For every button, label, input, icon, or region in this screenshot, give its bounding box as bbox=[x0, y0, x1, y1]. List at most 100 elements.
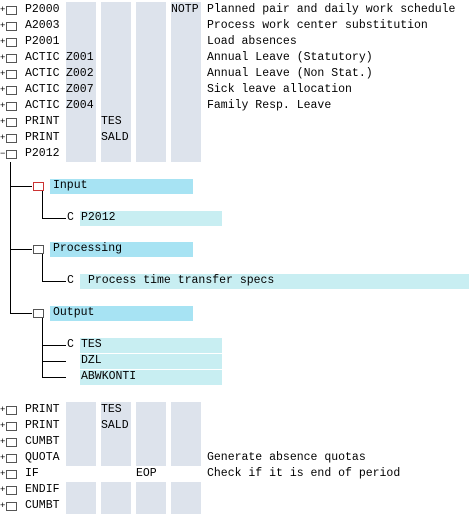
parameter-cell bbox=[66, 482, 96, 498]
parameter-cell bbox=[171, 418, 201, 434]
operation[interactable]: A2003 bbox=[25, 19, 60, 32]
folder-icon[interactable] bbox=[6, 470, 17, 479]
tree-leaf[interactable] bbox=[80, 338, 222, 353]
tree-line bbox=[10, 162, 11, 313]
parameter-cell bbox=[136, 130, 166, 146]
parameter-cell bbox=[66, 66, 96, 82]
folder-icon[interactable] bbox=[33, 182, 44, 191]
parameter: Z004 bbox=[66, 99, 94, 112]
tree-leaf[interactable] bbox=[80, 274, 469, 289]
leaf-label[interactable]: TES bbox=[81, 338, 102, 351]
parameter-cell bbox=[66, 450, 96, 466]
description: Process work center substitution bbox=[207, 19, 428, 32]
operation[interactable]: PRINT bbox=[25, 131, 60, 144]
operation[interactable]: CUMBT bbox=[25, 499, 60, 512]
folder-icon[interactable] bbox=[6, 102, 17, 111]
tree-leaf[interactable] bbox=[80, 370, 222, 385]
parameter-cell bbox=[171, 482, 201, 498]
parameter-cell bbox=[171, 66, 201, 82]
folder-icon[interactable] bbox=[33, 245, 44, 254]
parameter-cell bbox=[66, 498, 96, 514]
parameter-cell bbox=[136, 2, 166, 18]
operation[interactable]: P2001 bbox=[25, 35, 60, 48]
operation[interactable]: ACTIC bbox=[25, 83, 60, 96]
expand-toggle[interactable]: + bbox=[0, 5, 6, 15]
operation[interactable]: ACTIC bbox=[25, 51, 60, 64]
folder-icon[interactable] bbox=[6, 6, 17, 15]
expand-toggle[interactable]: + bbox=[0, 21, 6, 31]
folder-icon[interactable] bbox=[6, 502, 17, 511]
parameter-cell bbox=[101, 114, 131, 130]
leaf-label[interactable]: P2012 bbox=[81, 211, 116, 224]
parameter-cell bbox=[66, 402, 96, 418]
parameter-cell bbox=[101, 98, 131, 114]
expand-toggle[interactable]: + bbox=[0, 133, 6, 143]
folder-icon[interactable] bbox=[6, 422, 17, 431]
node-label[interactable]: Input bbox=[53, 179, 88, 192]
tree-node[interactable] bbox=[50, 179, 193, 194]
parameter: SALD bbox=[101, 131, 129, 144]
expand-toggle[interactable]: + bbox=[0, 37, 6, 47]
expand-toggle[interactable]: + bbox=[0, 69, 6, 79]
operation[interactable]: PRINT bbox=[25, 419, 60, 432]
operation[interactable]: CUMBT bbox=[25, 435, 60, 448]
leaf-label[interactable]: Process time transfer specs bbox=[88, 274, 275, 287]
parameter-cell bbox=[101, 50, 131, 66]
expand-toggle[interactable]: + bbox=[0, 53, 6, 63]
operation[interactable]: ACTIC bbox=[25, 67, 60, 80]
expand-toggle[interactable]: + bbox=[0, 453, 6, 463]
folder-icon[interactable] bbox=[6, 486, 17, 495]
expand-toggle[interactable]: + bbox=[0, 421, 6, 431]
folder-icon[interactable] bbox=[6, 38, 17, 47]
expand-toggle[interactable]: + bbox=[0, 485, 6, 495]
operation[interactable]: IF bbox=[25, 467, 39, 480]
node-label[interactable]: Processing bbox=[53, 242, 123, 255]
folder-icon[interactable] bbox=[33, 309, 44, 318]
expand-toggle[interactable]: + bbox=[0, 501, 6, 511]
leaf-label[interactable]: ABWKONTI bbox=[81, 370, 137, 383]
operation[interactable]: P2012 bbox=[25, 147, 60, 160]
tree-line bbox=[42, 318, 43, 377]
parameter-cell bbox=[136, 82, 166, 98]
parameter-cell bbox=[66, 34, 96, 50]
parameter-cell bbox=[136, 50, 166, 66]
operation[interactable]: ACTIC bbox=[25, 99, 60, 112]
parameter: Z001 bbox=[66, 51, 94, 64]
folder-icon[interactable] bbox=[6, 54, 17, 63]
folder-icon[interactable] bbox=[6, 134, 17, 143]
parameter: NOTP bbox=[171, 3, 199, 16]
tree-line bbox=[42, 281, 66, 282]
parameter-cell bbox=[101, 498, 131, 514]
folder-icon[interactable] bbox=[6, 438, 17, 447]
tree-node[interactable] bbox=[50, 242, 193, 257]
folder-icon[interactable] bbox=[6, 406, 17, 415]
tree-leaf[interactable] bbox=[80, 354, 222, 369]
folder-icon[interactable] bbox=[6, 86, 17, 95]
expand-toggle[interactable]: + bbox=[0, 117, 6, 127]
parameter-cell bbox=[136, 98, 166, 114]
operation[interactable]: PRINT bbox=[25, 115, 60, 128]
expand-toggle[interactable]: − bbox=[0, 149, 6, 159]
folder-icon[interactable] bbox=[6, 22, 17, 31]
folder-icon[interactable] bbox=[6, 150, 17, 159]
operation[interactable]: PRINT bbox=[25, 403, 60, 416]
operation[interactable]: P2000 bbox=[25, 3, 60, 16]
expand-toggle[interactable]: + bbox=[0, 469, 6, 479]
leaf-label[interactable]: DZL bbox=[81, 354, 102, 367]
parameter-cell bbox=[136, 482, 166, 498]
folder-icon[interactable] bbox=[6, 118, 17, 127]
tree-node[interactable] bbox=[50, 306, 193, 321]
description: Generate absence quotas bbox=[207, 451, 366, 464]
expand-toggle[interactable]: + bbox=[0, 437, 6, 447]
expand-toggle[interactable]: + bbox=[0, 85, 6, 95]
folder-icon[interactable] bbox=[6, 70, 17, 79]
parameter-cell bbox=[101, 482, 131, 498]
folder-icon[interactable] bbox=[6, 454, 17, 463]
operation[interactable]: ENDIF bbox=[25, 483, 60, 496]
expand-toggle[interactable]: + bbox=[0, 405, 6, 415]
node-label[interactable]: Output bbox=[53, 306, 95, 319]
parameter: TES bbox=[101, 115, 122, 128]
tree-leaf[interactable] bbox=[80, 211, 222, 226]
expand-toggle[interactable]: + bbox=[0, 101, 6, 111]
operation[interactable]: QUOTA bbox=[25, 451, 60, 464]
